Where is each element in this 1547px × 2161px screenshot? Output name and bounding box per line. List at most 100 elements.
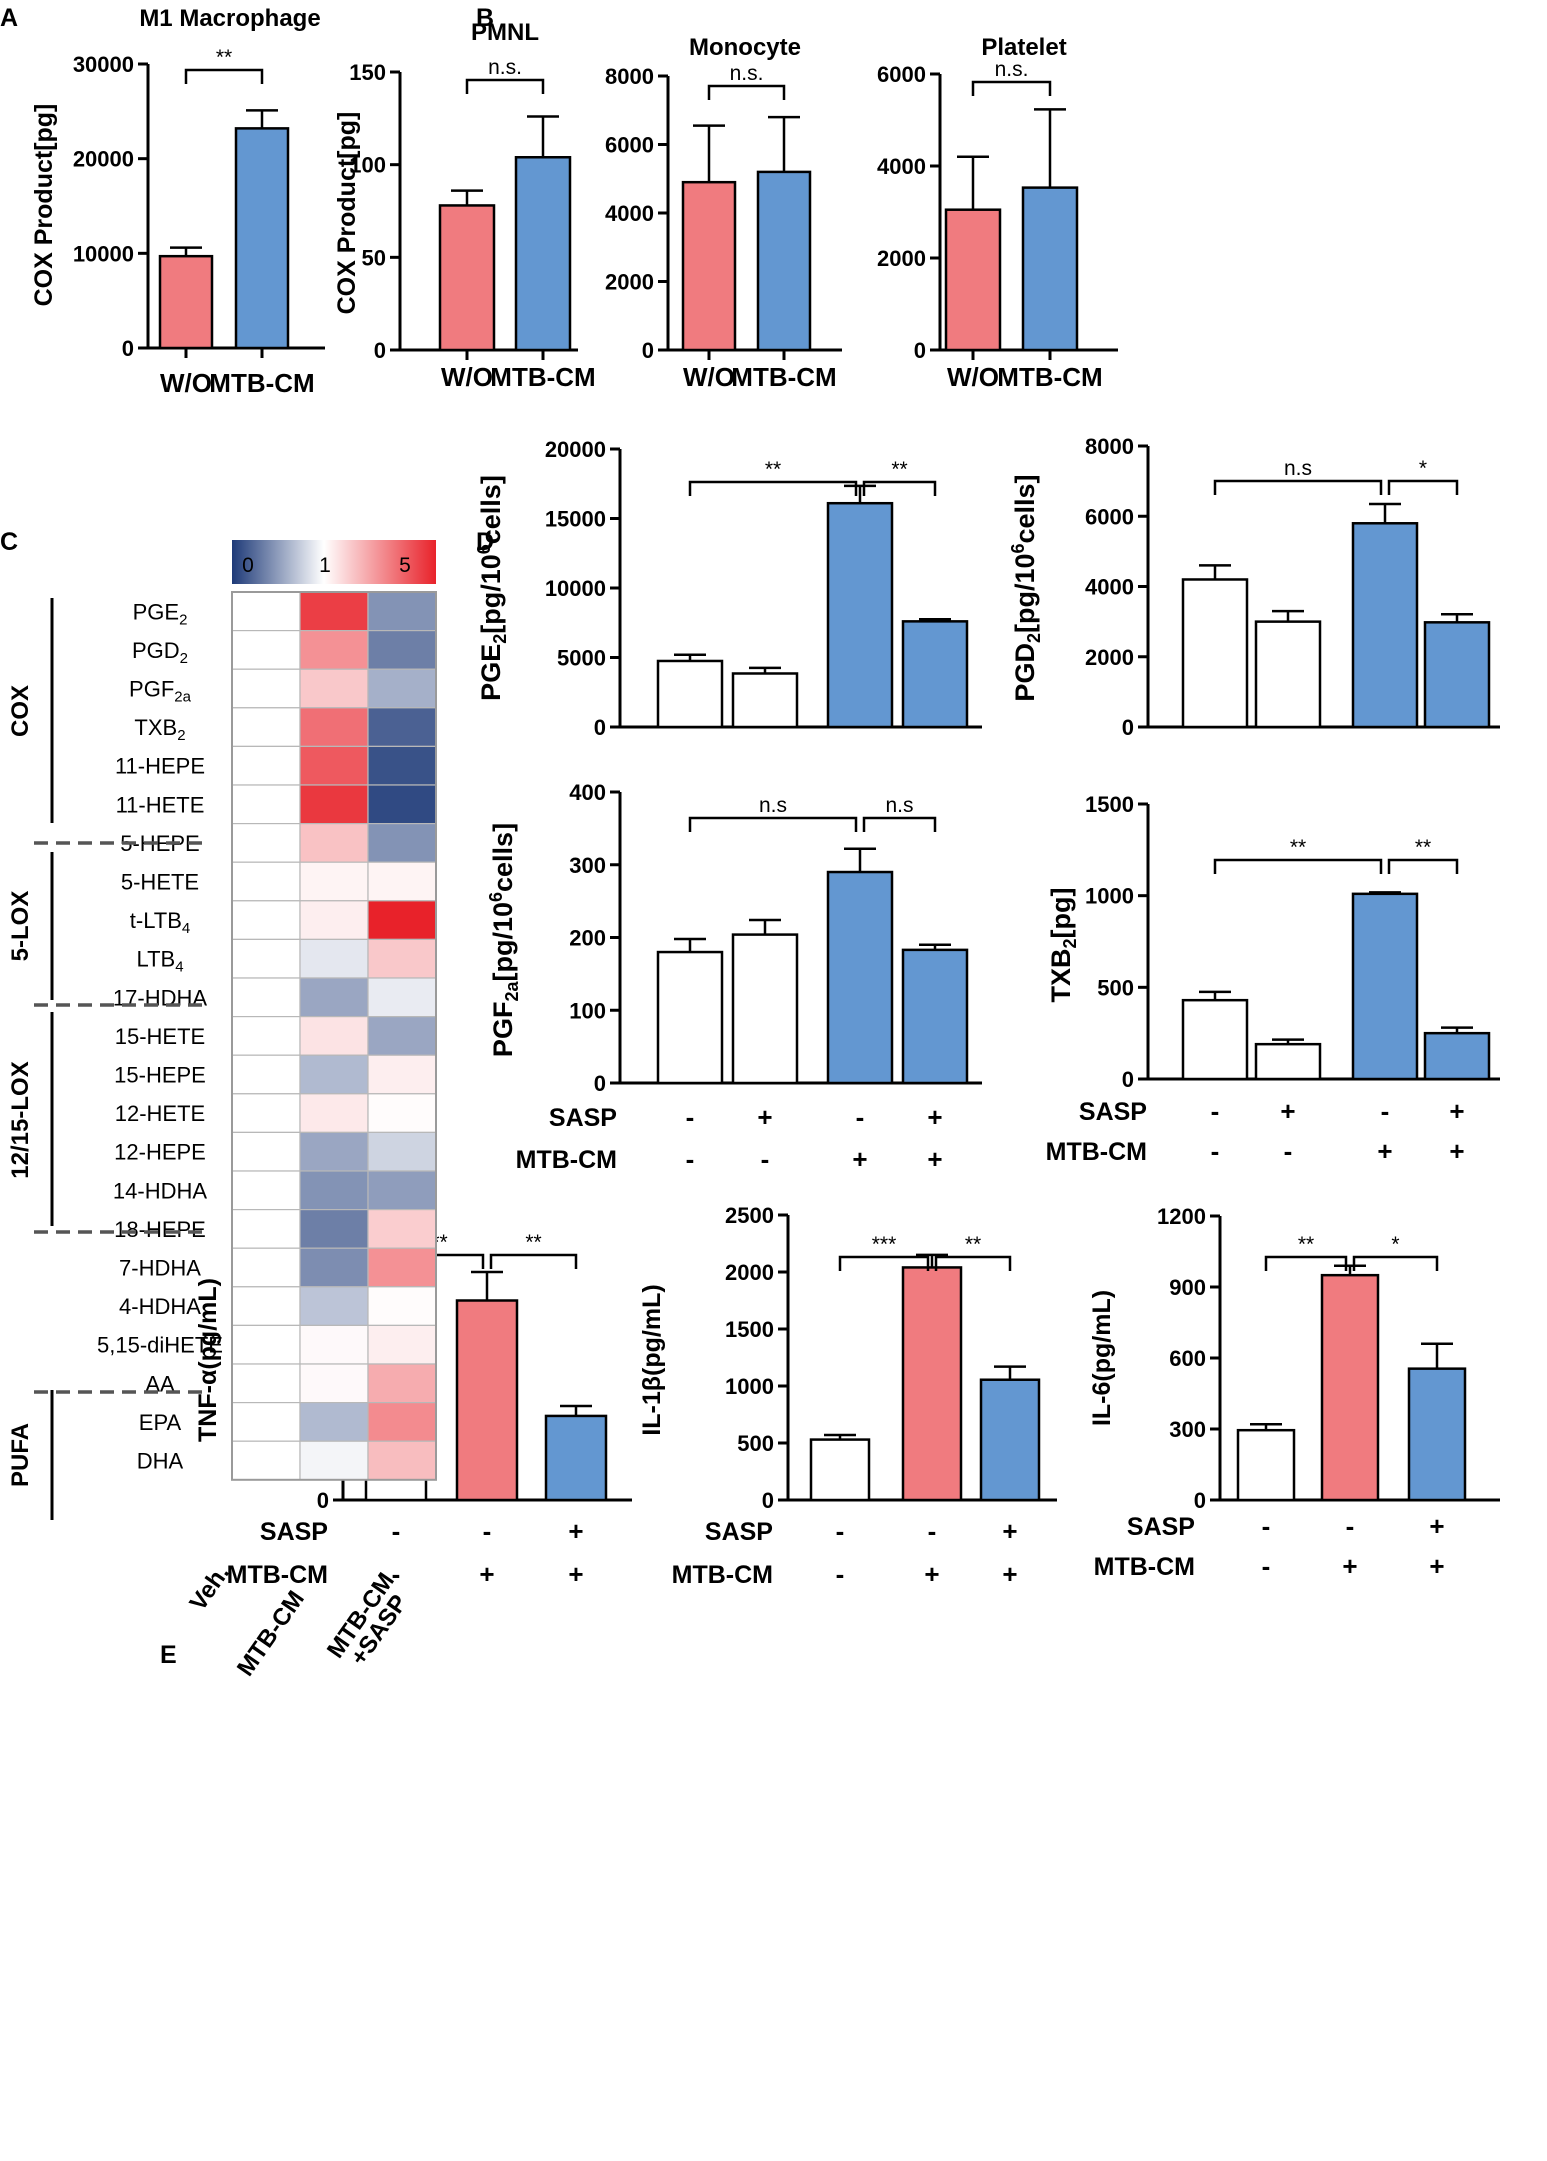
chart-d2-y-label-sub: 2 <box>1024 633 1044 643</box>
heatmap-row-label-base: 4-HDHA <box>119 1294 201 1319</box>
heatmap-row-label-base: t-LTB <box>130 908 182 933</box>
heatmap-row-label: 14-HDHA <box>113 1178 207 1203</box>
chart-e3-row-value: + <box>1429 1551 1444 1581</box>
panel-label-a: A <box>0 4 18 32</box>
chart-d2-y-label-rest: [pg/10 <box>1010 554 1040 634</box>
heatmap-row-label-base: PGD <box>132 638 180 663</box>
chart-d2-bar <box>1423 621 1491 729</box>
heatmap-cell <box>367 745 437 786</box>
heatmap-cell <box>299 1131 369 1172</box>
heatmap-cell <box>299 900 369 940</box>
chart-d3-row-value: - <box>761 1144 770 1174</box>
chart-a-bar <box>158 254 214 350</box>
chart-d3-row-value: + <box>927 1144 942 1174</box>
heatmap-row-label-sub: 4 <box>182 920 190 937</box>
heatmap-row-label-sub: 4 <box>175 959 183 976</box>
chart-d2-sig-label: n.s <box>1284 457 1312 480</box>
heatmap-row-label-base: 11-HEPE <box>115 754 205 779</box>
colorbar <box>232 540 436 584</box>
chart-b3-sig-bracket <box>971 80 1052 96</box>
heatmap-row-label-base: PGF <box>129 677 174 702</box>
heatmap-row-label: 4-HDHA <box>119 1294 201 1319</box>
chart-d4-y-label: TXB2[pg] <box>1046 888 1080 1003</box>
heatmap-cell <box>299 861 369 902</box>
chart-d1-bar <box>826 501 894 729</box>
chart-b3-title: Platelet <box>981 34 1066 61</box>
chart-d4-row-value: - <box>1381 1096 1390 1126</box>
heatmap-cell <box>231 1208 301 1249</box>
chart-a-tick-label: 0 <box>122 336 134 361</box>
heatmap-row-label-base: 5,15-diHETE <box>97 1333 223 1358</box>
chart-b2-category-label: MTB-CM <box>731 362 836 392</box>
heatmap-cell <box>231 745 301 786</box>
chart-d3-tick-label: 400 <box>569 780 606 805</box>
chart-d4-row-value: + <box>1280 1096 1295 1126</box>
chart-d4-row-label: SASP <box>1079 1098 1147 1126</box>
heatmap-cell <box>367 938 437 979</box>
heatmap-row-label-base: EPA <box>139 1410 182 1435</box>
chart-a-title: M1 Macrophage <box>139 5 320 32</box>
chart-e2-tick-label: 500 <box>737 1431 774 1456</box>
chart-e3-sig-label: ** <box>1298 1233 1314 1256</box>
chart-e3-row-value: + <box>1429 1511 1444 1541</box>
heatmap-row-label-base: 12-HEPE <box>114 1140 206 1165</box>
heatmap-group-label: 5-LOX <box>7 891 34 962</box>
chart-e3-sig-bracket <box>1264 1255 1348 1271</box>
heatmap-cell <box>299 1170 369 1211</box>
chart-d3-y-label-sup: 6 <box>486 892 506 902</box>
chart-e1-bar <box>544 1414 608 1502</box>
chart-e3-bar <box>1320 1273 1380 1502</box>
heatmap-cell <box>367 1054 437 1095</box>
chart-e1-row-value: - <box>392 1559 401 1589</box>
heatmap-cell <box>231 938 301 979</box>
heatmap-row-label: PGE2 <box>133 599 188 628</box>
chart-b1-title: PMNL <box>471 19 539 46</box>
chart-b2-sig-bracket <box>707 84 786 100</box>
panel-label-c: C <box>0 528 18 556</box>
heatmap-cell <box>367 977 437 1018</box>
heatmap-cell <box>299 1093 369 1134</box>
chart-b3-bar <box>1021 186 1079 352</box>
heatmap-cell <box>231 591 301 632</box>
chart-d2-y-label-main: PGD <box>1010 643 1040 702</box>
chart-d4-y-label-rest: [pg] <box>1046 888 1076 939</box>
chart-d3-bar <box>656 950 724 1085</box>
chart-e1-row-label: SASP <box>260 1518 328 1546</box>
chart-e3-row-value: + <box>1342 1551 1357 1581</box>
heatmap-cell <box>231 1324 301 1365</box>
heatmap-cell <box>299 1440 369 1481</box>
chart-e3-sig-bracket <box>1352 1255 1439 1271</box>
chart-e2-row-value: - <box>836 1559 845 1589</box>
chart-b3-tick-label: 6000 <box>877 62 926 87</box>
chart-d1-tick-label: 20000 <box>545 437 606 462</box>
chart-e3-y-label: IL-6(pg/mL) <box>1088 1290 1116 1426</box>
chart-e1-sig-label: ** <box>525 1231 541 1254</box>
chart-d3-y-label: PGF2a[pg/106cells] <box>486 823 522 1057</box>
heatmap-row-label: 12-HEPE <box>114 1140 206 1165</box>
chart-e1-y-label: TNF-α(pg/mL) <box>194 1278 222 1442</box>
heatmap-cell <box>299 1054 369 1095</box>
heatmap-row-label: 18-HEPE <box>114 1217 206 1242</box>
heatmap-cell <box>367 1247 437 1288</box>
chart-b3-category-label: MTB-CM <box>997 362 1102 392</box>
chart-e3-sig-label: * <box>1391 1233 1399 1256</box>
heatmap-cell <box>367 1363 437 1404</box>
chart-d4-sig-bracket <box>1387 858 1459 874</box>
chart-d1-y-label-tail: cells] <box>476 475 506 544</box>
chart-b1-tick-label: 50 <box>362 245 386 270</box>
heatmap-cell <box>231 1401 301 1442</box>
chart-e2-sig-bracket <box>838 1255 930 1271</box>
chart-b1-tick-label: 100 <box>349 153 386 178</box>
chart-d4-sig-label: ** <box>1290 836 1306 859</box>
chart-e1-row-label: MTB-CM <box>227 1561 328 1589</box>
chart-d1-y-label-main: PGE <box>476 644 506 701</box>
heatmap-cell <box>299 977 369 1018</box>
chart-e1-row-value: - <box>483 1516 492 1546</box>
panel-label-b: B <box>476 4 494 32</box>
chart-a-tick-label: 20000 <box>73 147 134 172</box>
heatmap-frame <box>231 591 437 1481</box>
heatmap-cell <box>367 1440 437 1481</box>
heatmap-cell <box>367 822 437 863</box>
chart-d4-row-value: + <box>1377 1136 1392 1166</box>
